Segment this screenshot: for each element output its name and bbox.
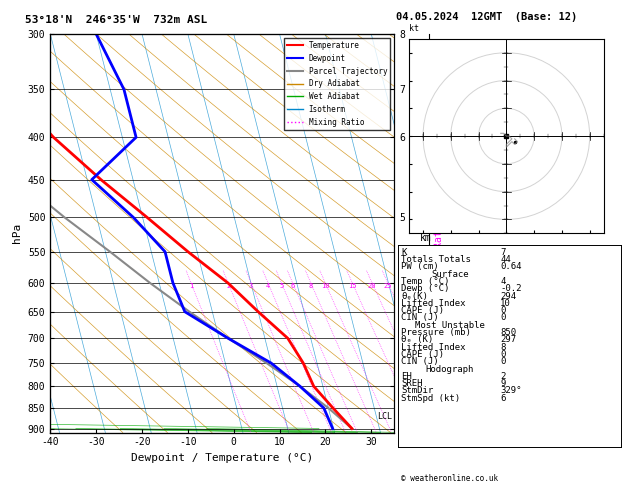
Legend: Temperature, Dewpoint, Parcel Trajectory, Dry Adiabat, Wet Adiabat, Isotherm, Mi: Temperature, Dewpoint, Parcel Trajectory…: [284, 38, 391, 130]
Text: 25: 25: [384, 283, 392, 289]
Text: Pressure (mb): Pressure (mb): [401, 328, 471, 337]
Text: 3: 3: [249, 283, 253, 289]
Text: 10: 10: [321, 283, 330, 289]
Text: 850: 850: [500, 328, 516, 337]
Text: 6: 6: [291, 283, 295, 289]
Text: 15: 15: [348, 283, 357, 289]
Y-axis label: hPa: hPa: [13, 223, 22, 243]
Text: 9: 9: [500, 379, 506, 388]
X-axis label: Dewpoint / Temperature (°C): Dewpoint / Temperature (°C): [131, 453, 313, 463]
Text: © weatheronline.co.uk: © weatheronline.co.uk: [401, 474, 498, 483]
Text: 294: 294: [500, 292, 516, 301]
Text: 0: 0: [500, 350, 506, 359]
Text: CAPE (J): CAPE (J): [401, 350, 444, 359]
Text: 53°18'N  246°35'W  732m ASL: 53°18'N 246°35'W 732m ASL: [25, 15, 208, 25]
Text: Temp (°C): Temp (°C): [401, 277, 450, 286]
Text: 04.05.2024  12GMT  (Base: 12): 04.05.2024 12GMT (Base: 12): [396, 12, 577, 22]
Text: 8: 8: [309, 283, 313, 289]
Text: Lifted Index: Lifted Index: [401, 299, 466, 308]
Text: PW (cm): PW (cm): [401, 262, 439, 272]
Text: StmSpd (kt): StmSpd (kt): [401, 394, 460, 403]
Y-axis label: km
ASL: km ASL: [417, 233, 435, 255]
Text: SREH: SREH: [401, 379, 423, 388]
Text: 0.64: 0.64: [500, 262, 521, 272]
Text: 1: 1: [189, 283, 193, 289]
Text: 10: 10: [500, 299, 511, 308]
Text: 6: 6: [500, 394, 506, 403]
Text: 297: 297: [500, 335, 516, 345]
Text: LCL: LCL: [377, 412, 392, 421]
Text: 20: 20: [368, 283, 376, 289]
Y-axis label: Mixing Ratio (g/kg): Mixing Ratio (g/kg): [435, 177, 445, 289]
Text: 2: 2: [226, 283, 230, 289]
Text: 329°: 329°: [500, 386, 521, 396]
Text: Totals Totals: Totals Totals: [401, 255, 471, 264]
Text: Hodograph: Hodograph: [426, 364, 474, 374]
Text: CAPE (J): CAPE (J): [401, 306, 444, 315]
Text: CIN (J): CIN (J): [401, 357, 439, 366]
Text: 5: 5: [279, 283, 284, 289]
Text: -0.2: -0.2: [500, 284, 521, 294]
Text: 2: 2: [500, 372, 506, 381]
Text: 0: 0: [500, 306, 506, 315]
Text: 7: 7: [500, 248, 506, 257]
Text: 4: 4: [500, 277, 506, 286]
Text: Most Unstable: Most Unstable: [415, 321, 485, 330]
Text: kt: kt: [409, 23, 419, 33]
Text: K: K: [401, 248, 407, 257]
Text: θₑ (K): θₑ (K): [401, 335, 433, 345]
Text: Dewp (°C): Dewp (°C): [401, 284, 450, 294]
Text: 4: 4: [266, 283, 270, 289]
Text: θₑ(K): θₑ(K): [401, 292, 428, 301]
Text: 8: 8: [500, 343, 506, 352]
Text: EH: EH: [401, 372, 412, 381]
Text: StmDir: StmDir: [401, 386, 433, 396]
Text: 44: 44: [500, 255, 511, 264]
Text: Surface: Surface: [431, 270, 469, 279]
Text: 0: 0: [500, 357, 506, 366]
Text: 0: 0: [500, 313, 506, 323]
Text: CIN (J): CIN (J): [401, 313, 439, 323]
Text: Lifted Index: Lifted Index: [401, 343, 466, 352]
